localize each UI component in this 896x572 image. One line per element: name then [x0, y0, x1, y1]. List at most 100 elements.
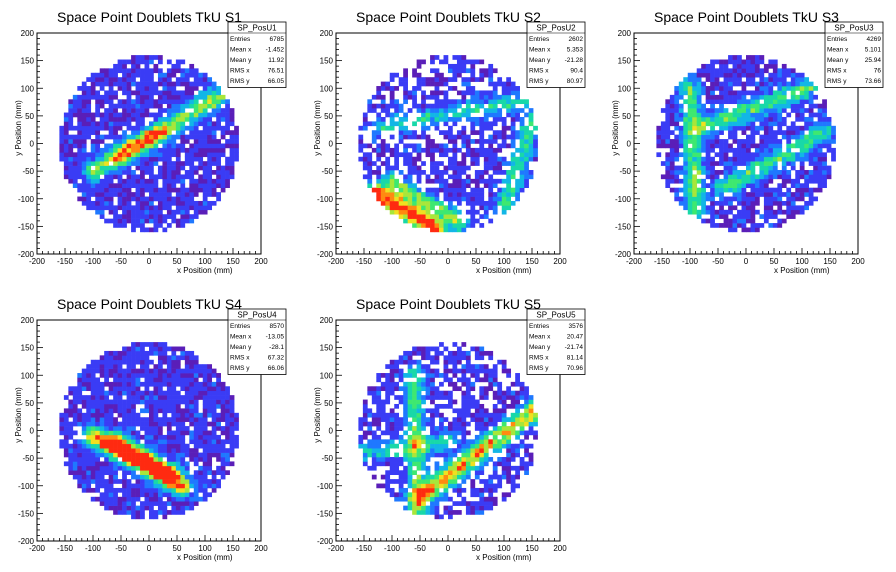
heatmap-cell — [452, 161, 458, 166]
heatmap-cell — [140, 165, 145, 171]
heatmap-cell — [63, 121, 69, 127]
heatmap-cell — [207, 183, 213, 188]
heatmap-cell — [202, 487, 208, 493]
heatmap-cell — [63, 152, 69, 158]
heatmap-cell — [59, 152, 65, 158]
heatmap-cell — [367, 170, 373, 175]
heatmap-cell — [68, 443, 74, 449]
heatmap-cell — [162, 77, 168, 82]
heatmap-cell — [86, 161, 92, 166]
heatmap-cell — [193, 496, 199, 502]
heatmap-cell — [229, 134, 235, 140]
heatmap-cell — [701, 108, 706, 113]
heatmap-cell — [126, 434, 132, 440]
heatmap-cell — [754, 223, 760, 228]
heatmap-cell — [99, 461, 105, 467]
heatmap-cell — [389, 439, 395, 445]
heatmap-cell — [149, 103, 154, 109]
heatmap-cell — [808, 112, 814, 118]
heatmap-cell — [488, 200, 494, 206]
heatmap-cell — [144, 72, 150, 78]
x-tick-label: 50 — [173, 257, 182, 266]
heatmap-cell — [104, 399, 109, 405]
heatmap-cell — [211, 112, 217, 118]
heatmap-cell — [108, 381, 114, 387]
heatmap-cell — [126, 143, 132, 149]
heatmap-cell — [488, 103, 494, 109]
heatmap-cell — [483, 94, 489, 100]
heatmap-cell — [759, 214, 765, 219]
heatmap-cell — [140, 399, 145, 405]
heatmap-cell — [714, 116, 720, 122]
heatmap-cell — [660, 108, 666, 113]
heatmap-cell — [153, 403, 159, 409]
heatmap-cell — [113, 496, 118, 502]
heatmap-cell — [737, 99, 742, 105]
heatmap-cell — [705, 183, 711, 188]
heatmap-cell — [781, 63, 787, 69]
stats-value: 76 — [874, 68, 882, 75]
heatmap-cell — [135, 505, 141, 511]
heatmap-cell — [826, 121, 832, 127]
heatmap-cell — [759, 187, 765, 193]
heatmap-cell — [229, 161, 235, 166]
heatmap-cell — [162, 350, 168, 356]
heatmap-cell — [683, 161, 689, 166]
heatmap-cell — [683, 121, 689, 127]
heatmap-cell — [474, 174, 480, 180]
heatmap-cell — [122, 452, 127, 458]
heatmap-cell — [131, 152, 136, 158]
heatmap-cell — [144, 421, 150, 427]
heatmap-cell — [533, 156, 538, 162]
heatmap-cell — [166, 205, 172, 211]
heatmap-cell — [117, 496, 123, 502]
heatmap-cells — [358, 55, 538, 233]
heatmap-cell — [678, 86, 684, 91]
heatmap-cell — [90, 430, 96, 436]
heatmap-cell — [719, 214, 724, 219]
heatmap-cell — [813, 170, 818, 175]
heatmap-cell — [768, 178, 774, 184]
heatmap-cell — [479, 174, 485, 180]
heatmap-cell — [131, 209, 136, 215]
heatmap-cell — [122, 178, 127, 184]
heatmap-cell — [439, 72, 444, 78]
heatmap-cell — [804, 86, 810, 91]
heatmap-cell — [772, 90, 778, 96]
heatmap-cell — [59, 430, 65, 436]
heatmap-cell — [171, 443, 177, 449]
heatmap-cell — [144, 355, 150, 361]
heatmap-cell — [95, 452, 101, 458]
heatmap-cell — [804, 94, 810, 100]
heatmap-cell — [519, 183, 525, 188]
heatmap-cell — [117, 223, 123, 228]
heatmap-cell — [153, 81, 159, 87]
heatmap-cell — [207, 386, 213, 392]
heatmap-cell — [501, 200, 507, 206]
heatmap-cell — [763, 170, 769, 175]
heatmap-cell — [385, 125, 391, 131]
heatmap-cell — [72, 457, 78, 462]
stats-label: RMS x — [827, 68, 847, 75]
heatmap-cell — [790, 103, 796, 109]
heatmap-cell — [492, 192, 498, 197]
heatmap-cell — [389, 373, 395, 378]
heatmap-cell — [153, 426, 159, 431]
heatmap-cell — [189, 90, 195, 96]
heatmap-cell — [380, 386, 386, 392]
heatmap-cell — [72, 143, 78, 149]
heatmap-cell — [479, 143, 485, 149]
heatmap-cell — [184, 395, 190, 400]
heatmap-cell — [162, 421, 168, 427]
heatmap-cell — [225, 121, 230, 127]
heatmap-cell — [149, 461, 154, 467]
heatmap-cell — [95, 461, 101, 467]
heatmap-cell — [407, 434, 413, 440]
heatmap-cell — [376, 443, 382, 449]
heatmap-cell — [665, 178, 671, 184]
heatmap-cell — [144, 461, 150, 467]
heatmap-cell — [732, 196, 738, 202]
heatmap-cell — [166, 492, 172, 498]
heatmap-cell — [198, 187, 204, 193]
heatmap-cell — [175, 161, 181, 166]
